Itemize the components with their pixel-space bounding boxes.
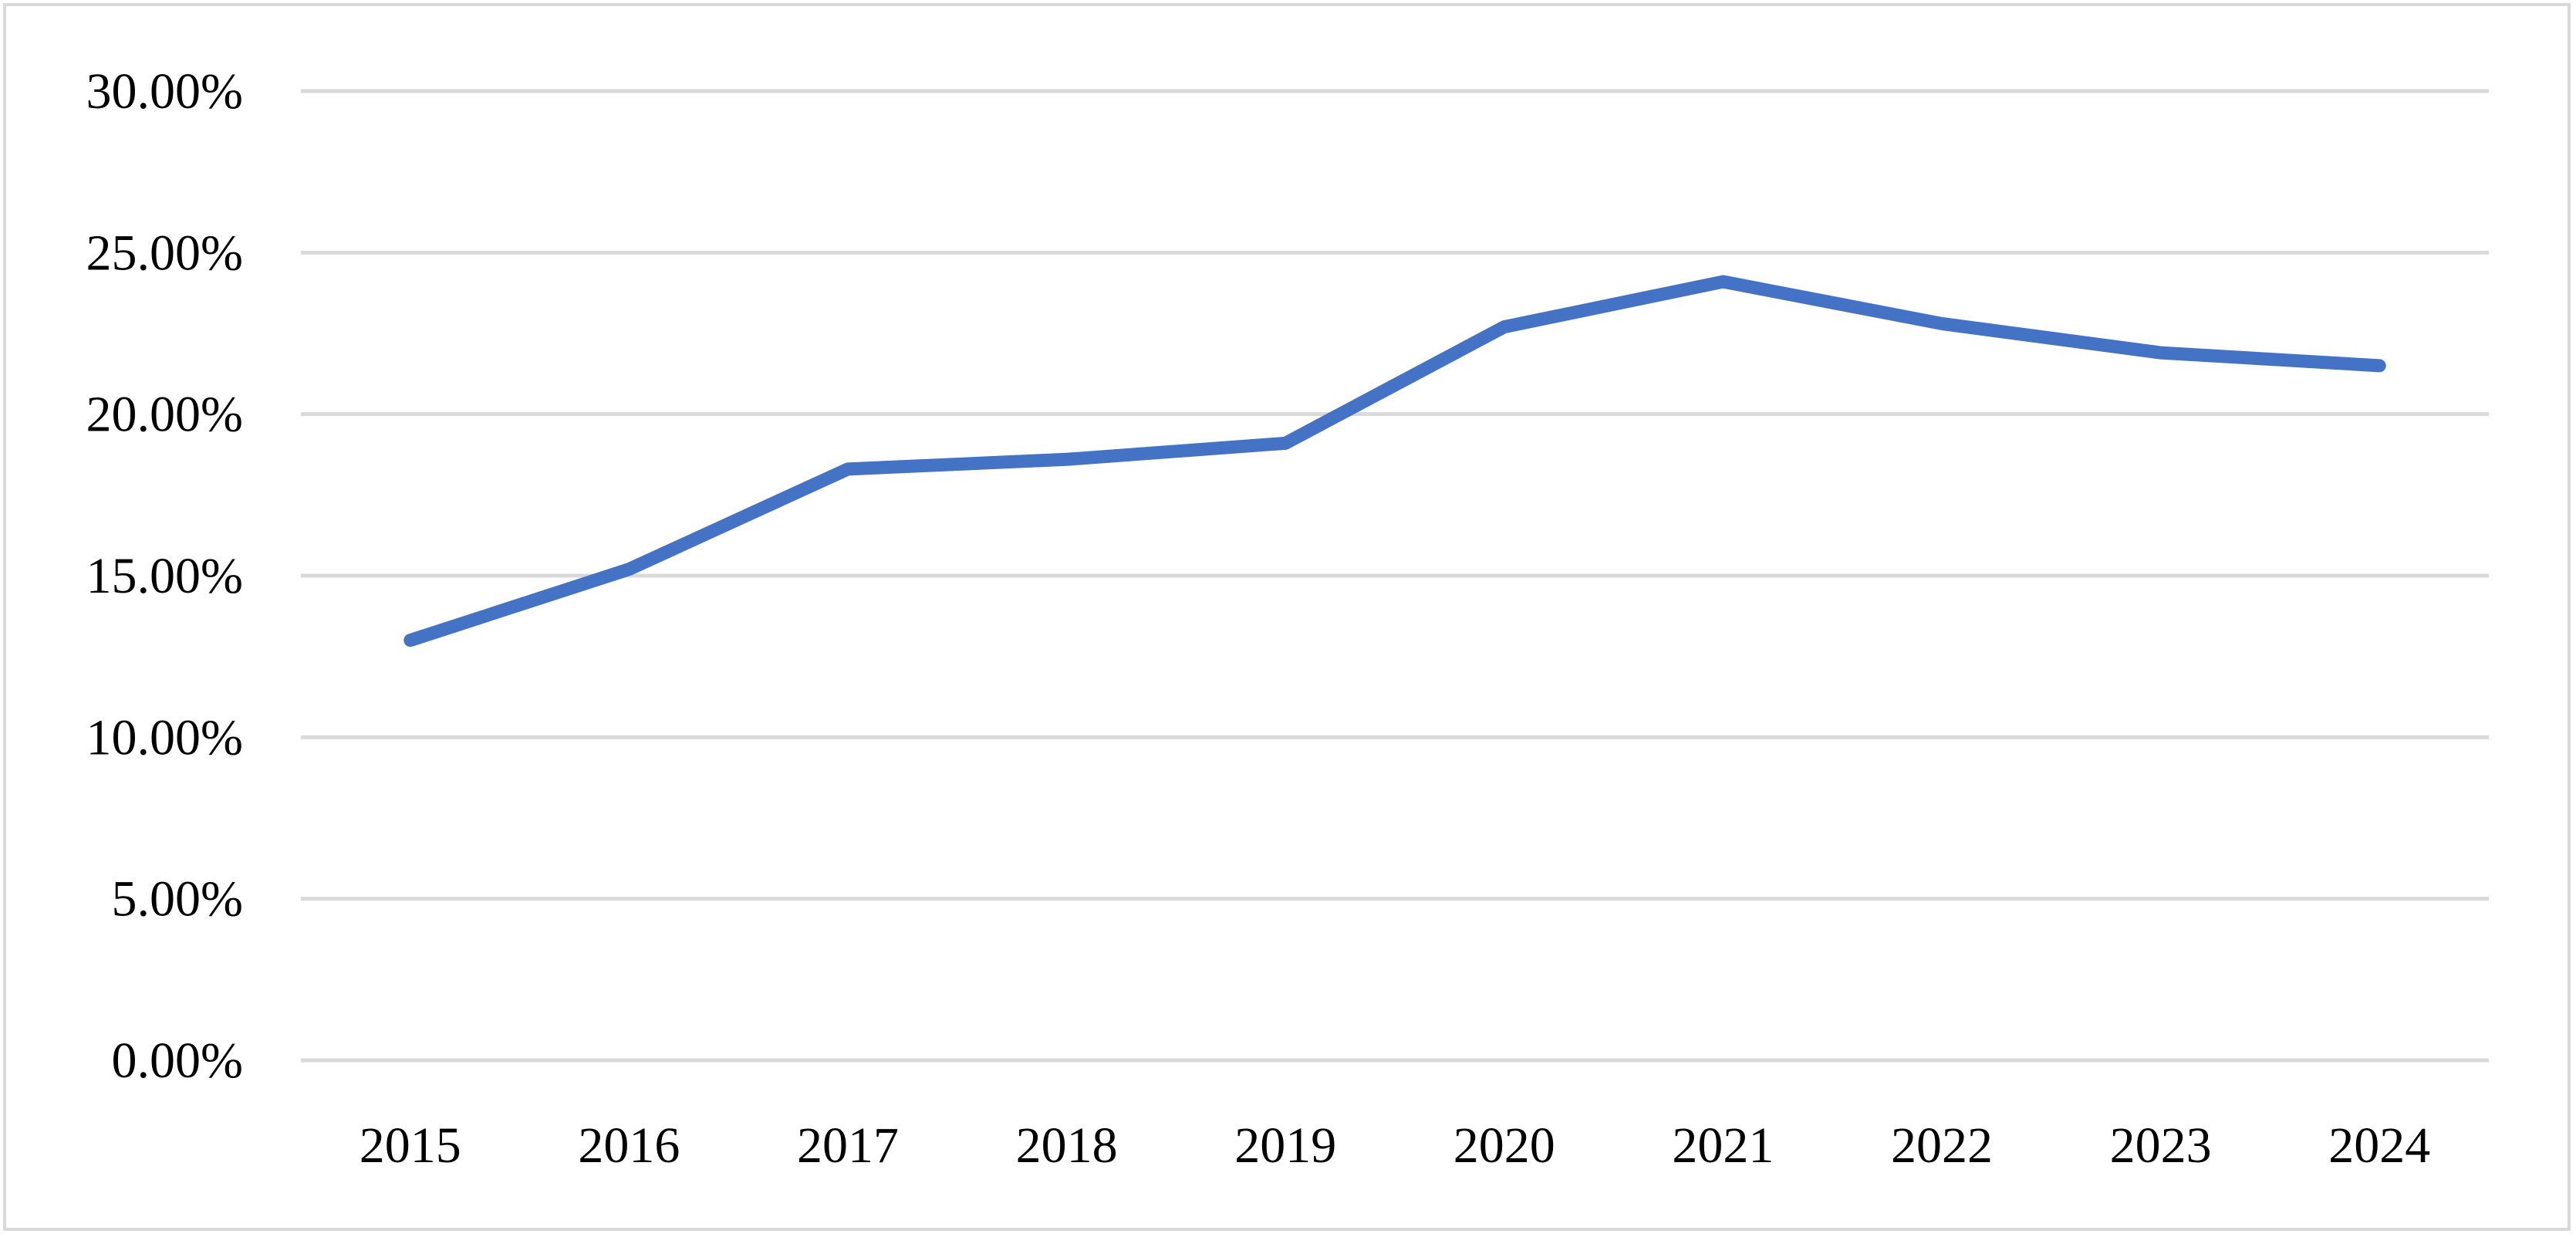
x-tick-label: 2020 xyxy=(1453,1117,1555,1174)
y-tick-label: 15.00% xyxy=(86,548,243,604)
x-tick-label: 2021 xyxy=(1672,1117,1774,1174)
x-axis-tick-labels: 2015 2016 2017 2018 2019 2020 2021 2022 2023 2024 xyxy=(360,1117,2430,1174)
series-layer xyxy=(403,275,2386,647)
x-tick-label: 2024 xyxy=(2328,1117,2430,1174)
chart-frame: 0.00% 5.00% 10.00% 15.00% 20.00% 25.00% 30.00%… xyxy=(3,3,2571,1231)
x-tick-label: 2017 xyxy=(797,1117,899,1174)
y-tick-label: 5.00% xyxy=(112,871,243,928)
y-tick-label: 30.00% xyxy=(86,63,243,120)
series-line-0 xyxy=(403,275,2386,647)
y-tick-label: 25.00% xyxy=(86,225,243,281)
x-tick-label: 2023 xyxy=(2110,1117,2212,1174)
x-tick-label: 2016 xyxy=(578,1117,680,1174)
y-tick-label: 20.00% xyxy=(86,387,243,443)
x-tick-label: 2015 xyxy=(360,1117,461,1174)
gridlines xyxy=(301,89,2489,1063)
x-tick-label: 2019 xyxy=(1234,1117,1336,1174)
y-tick-label: 0.00% xyxy=(112,1033,243,1089)
y-tick-label: 10.00% xyxy=(86,709,243,766)
x-tick-label: 2022 xyxy=(1891,1117,1993,1174)
line-chart: 0.00% 5.00% 10.00% 15.00% 20.00% 25.00% 30.00%… xyxy=(86,63,2489,1174)
y-axis-tick-labels: 0.00% 5.00% 10.00% 15.00% 20.00% 25.00% 30.00% xyxy=(86,63,243,1089)
x-tick-label: 2018 xyxy=(1016,1117,1118,1174)
